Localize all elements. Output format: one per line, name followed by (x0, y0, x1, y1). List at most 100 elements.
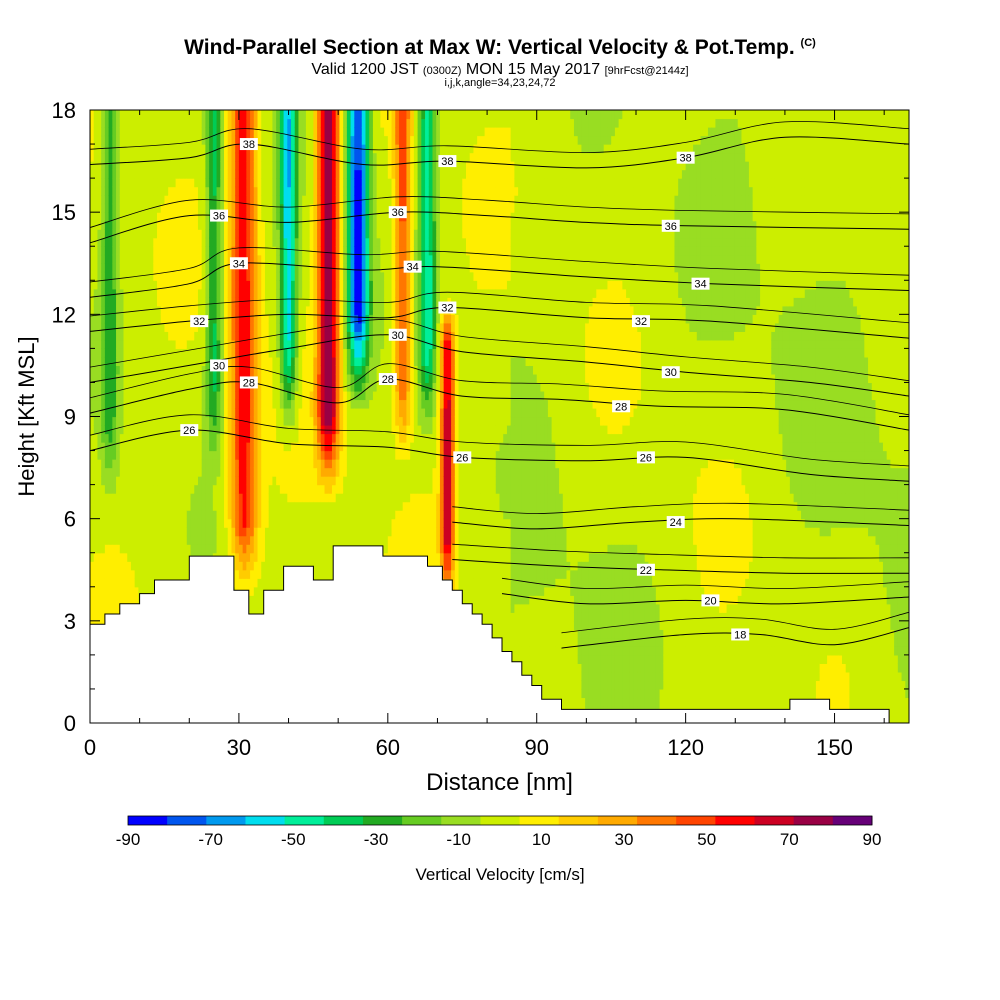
velocity-cell (224, 195, 229, 205)
velocity-cell (197, 246, 203, 256)
velocity-cell (212, 348, 218, 358)
velocity-cell (238, 237, 244, 247)
velocity-cell (138, 348, 143, 358)
velocity-cell (253, 339, 259, 349)
velocity-cell (261, 161, 266, 171)
velocity-cell (313, 152, 318, 162)
velocity-cell (149, 433, 154, 443)
velocity-cell (235, 195, 240, 205)
velocity-cell (145, 407, 151, 418)
velocity-cell (145, 254, 151, 264)
velocity-cell (305, 161, 311, 171)
velocity-cell (160, 356, 166, 367)
velocity-cell (205, 229, 210, 239)
velocity-cell (276, 390, 281, 401)
velocity-cell (287, 237, 292, 247)
velocity-cell (183, 331, 188, 341)
velocity-cell (320, 152, 326, 162)
velocity-cell (186, 467, 192, 477)
velocity-cell (153, 246, 158, 256)
velocity-cell (209, 331, 214, 341)
velocity-cell (93, 603, 99, 613)
velocity-cell (171, 297, 177, 307)
velocity-cell (93, 220, 99, 230)
velocity-cell (168, 399, 173, 409)
velocity-cell (246, 467, 251, 477)
velocity-cell (145, 450, 151, 460)
velocity-cell (272, 246, 277, 256)
velocity-cell (153, 501, 158, 511)
velocity-cell (261, 467, 266, 477)
velocity-cell (179, 254, 184, 264)
velocity-cell (227, 161, 233, 171)
velocity-cell (90, 390, 95, 401)
velocity-cell (201, 237, 206, 247)
velocity-cell (261, 220, 266, 230)
velocity-cell (313, 271, 318, 281)
velocity-cell (227, 348, 233, 358)
velocity-cell (130, 195, 136, 205)
velocity-cell (160, 527, 166, 537)
velocity-cell (272, 271, 277, 281)
velocity-cell (331, 501, 337, 511)
velocity-cell (123, 450, 128, 460)
velocity-cell (250, 127, 255, 137)
velocity-cell (116, 365, 121, 375)
velocity-cell (224, 263, 229, 273)
velocity-cell (283, 373, 288, 384)
velocity-cell (171, 416, 177, 426)
velocity-cell (205, 169, 210, 179)
velocity-cell (268, 356, 274, 367)
velocity-cell (231, 331, 236, 341)
velocity-cell (175, 135, 180, 145)
velocity-cell (264, 220, 270, 230)
velocity-cell (253, 467, 259, 477)
velocity-cell (179, 382, 184, 392)
velocity-cell (194, 399, 199, 409)
velocity-cell (171, 186, 177, 196)
velocity-cell (268, 365, 274, 375)
velocity-cell (294, 254, 300, 264)
velocity-cell (220, 331, 225, 341)
velocity-cell (276, 552, 281, 562)
velocity-cell (179, 518, 184, 528)
velocity-cell (97, 586, 102, 596)
velocity-cell (339, 442, 344, 452)
velocity-cell (328, 135, 333, 145)
velocity-cell (339, 127, 344, 137)
velocity-cell (194, 484, 199, 494)
velocity-cell (194, 237, 199, 247)
velocity-cell (209, 220, 214, 230)
velocity-cell (216, 544, 221, 554)
velocity-cell (317, 178, 322, 188)
velocity-cell (164, 390, 169, 401)
velocity-cell (305, 229, 311, 239)
velocity-cell (194, 373, 199, 384)
velocity-cell (97, 220, 102, 230)
velocity-cell (261, 493, 266, 503)
velocity-cell (276, 348, 281, 358)
velocity-cell (97, 110, 102, 120)
velocity-cell (298, 127, 303, 137)
velocity-cell (112, 510, 117, 520)
velocity-cell (317, 390, 322, 401)
velocity-cell (335, 356, 341, 367)
velocity-cell (201, 144, 206, 154)
velocity-cell (116, 314, 121, 324)
velocity-cell (313, 339, 318, 349)
velocity-cell (130, 501, 136, 511)
velocity-cell (119, 510, 125, 520)
velocity-cell (108, 501, 113, 511)
velocity-cell (112, 425, 117, 435)
velocity-cell (90, 484, 95, 494)
velocity-cell (276, 433, 281, 443)
velocity-cell (138, 203, 143, 213)
velocity-cell (90, 271, 95, 281)
velocity-cell (93, 407, 99, 418)
velocity-cell (309, 271, 314, 281)
velocity-cell (331, 442, 337, 452)
velocity-cell (186, 118, 192, 128)
velocity-cell (339, 476, 344, 486)
velocity-cell (302, 229, 307, 239)
velocity-cell (149, 416, 154, 426)
